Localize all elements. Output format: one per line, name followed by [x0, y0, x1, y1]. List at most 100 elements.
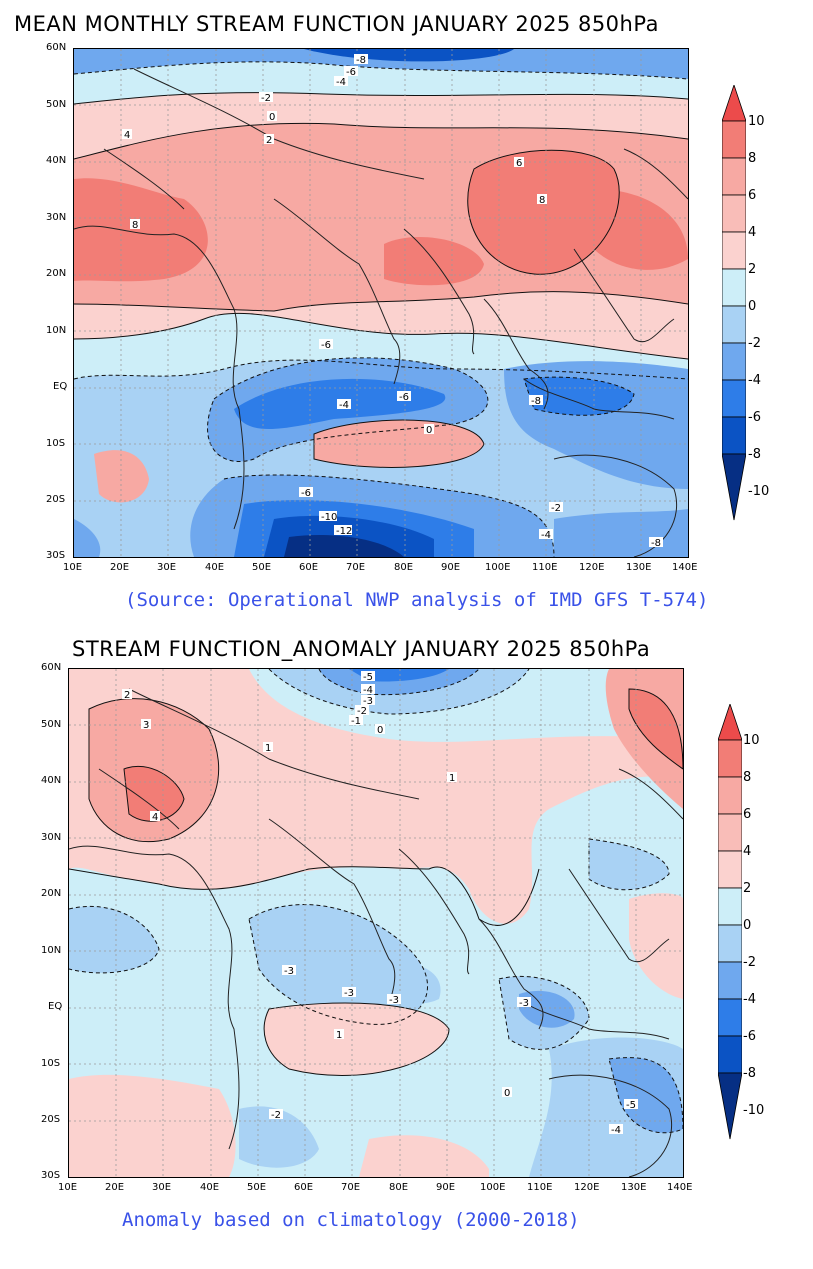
lon-label: 20E: [110, 562, 130, 573]
lat-label: EQ: [53, 381, 68, 392]
colorbar-tick: 2: [748, 262, 757, 277]
lat-label: 20S: [41, 1114, 61, 1125]
lon-label: 100E: [480, 1182, 506, 1193]
panel1-map-svg: -8 -6 -4 -2 0 2 4 6 8 8 -6 -6 -4 -8 0 -6…: [74, 49, 688, 557]
colorbar-tick: -4: [748, 373, 761, 388]
contour-label: -2: [269, 1109, 283, 1121]
svg-text:-4: -4: [363, 685, 373, 696]
panel1-caption: (Source: Operational NWP analysis of IMD…: [125, 589, 709, 611]
contour-label: -5: [624, 1099, 638, 1111]
panel1-map-frame: -8 -6 -4 -2 0 2 4 6 8 8 -6 -6 -4 -8 0 -6…: [73, 48, 689, 558]
svg-text:-8: -8: [531, 396, 541, 407]
colorbar-tick: 0: [748, 299, 757, 314]
lon-label: 90E: [436, 1182, 456, 1193]
contour-label: 0: [267, 111, 277, 123]
lon-label: 90E: [441, 562, 461, 573]
svg-text:1: 1: [265, 743, 271, 754]
svg-text:-6: -6: [301, 488, 311, 499]
lon-label: 110E: [532, 562, 558, 573]
lon-label: 30E: [152, 1182, 172, 1193]
svg-text:0: 0: [426, 425, 432, 436]
lon-label: 120E: [574, 1182, 600, 1193]
lat-label: 30N: [41, 832, 62, 843]
colorbar-tick: 0: [743, 918, 752, 933]
contour-label: 1: [447, 772, 457, 784]
colorbar-tick: -8: [743, 1066, 756, 1081]
svg-text:0: 0: [504, 1088, 510, 1099]
lon-label: 80E: [389, 1182, 409, 1193]
contour-label: -4: [337, 399, 351, 411]
lat-label: 40N: [46, 155, 67, 166]
contour-label: -3: [517, 997, 531, 1009]
contour-label: -10: [319, 511, 337, 523]
svg-text:-4: -4: [541, 530, 551, 541]
svg-text:-2: -2: [261, 93, 271, 104]
colorbar-tick: 6: [743, 807, 752, 822]
contour-label: 0: [502, 1087, 512, 1099]
lon-label: 110E: [527, 1182, 553, 1193]
svg-text:0: 0: [377, 725, 383, 736]
lon-label: 50E: [252, 562, 272, 573]
colorbar-tick: -2: [748, 336, 761, 351]
lon-label: 40E: [200, 1182, 220, 1193]
colorbar-tick: -8: [748, 447, 761, 462]
contour-label: -2: [549, 502, 563, 514]
panel2-colorbar: [718, 704, 742, 1140]
svg-text:2: 2: [124, 690, 130, 701]
contour-label: 3: [141, 719, 151, 731]
colorbar-tick: 8: [748, 151, 757, 166]
lat-label: 60N: [46, 42, 67, 53]
svg-text:-8: -8: [651, 538, 661, 549]
svg-text:-2: -2: [357, 706, 367, 717]
svg-text:8: 8: [539, 195, 545, 206]
contour-label: -3: [387, 994, 401, 1006]
panel1-title: MEAN MONTHLY STREAM FUNCTION JANUARY 202…: [14, 12, 659, 36]
lon-label: 130E: [621, 1182, 647, 1193]
contour-label: -6: [319, 339, 333, 351]
contour-label: -4: [539, 529, 553, 541]
contour-label: 4: [150, 811, 160, 823]
lat-label: 30S: [46, 550, 66, 561]
contour-label: -3: [361, 695, 375, 707]
contour-label: -2: [259, 92, 273, 104]
contour-label: 0: [424, 424, 434, 436]
lat-label: 20N: [46, 268, 67, 279]
lon-label: 140E: [667, 1182, 693, 1193]
lon-label: 70E: [341, 1182, 361, 1193]
svg-text:-3: -3: [519, 998, 529, 1009]
contour-label: 2: [122, 689, 132, 701]
svg-text:-3: -3: [344, 988, 354, 999]
svg-text:-3: -3: [284, 966, 294, 977]
colorbar-tick: -10: [743, 1103, 765, 1118]
lon-label: 120E: [579, 562, 605, 573]
lat-label: EQ: [48, 1001, 63, 1012]
contour-label: -4: [609, 1124, 623, 1136]
lon-label: 70E: [346, 562, 366, 573]
svg-text:-4: -4: [339, 400, 349, 411]
svg-text:-6: -6: [399, 392, 409, 403]
lat-label: 10N: [41, 945, 62, 956]
contour-label: -5: [361, 671, 375, 683]
contour-label: -12: [334, 525, 352, 537]
svg-text:4: 4: [124, 130, 130, 141]
contour-label: -8: [354, 54, 368, 66]
lat-label: 50N: [46, 99, 67, 110]
contour-label: -1: [349, 715, 363, 727]
colorbar-tick: 2: [743, 881, 752, 896]
panel1-colorbar: [722, 85, 746, 521]
panel2-caption: Anomaly based on climatology (2000-2018): [122, 1209, 580, 1231]
svg-text:-4: -4: [336, 77, 346, 88]
panel2-map-svg: -5 -4 -3 -2 -1 0 1 2 3 4 1 -3 -3 -3 1 -3…: [69, 669, 683, 1177]
svg-text:6: 6: [516, 158, 522, 169]
lon-label: 140E: [672, 562, 698, 573]
panel2-title: STREAM FUNCTION_ANOMALY JANUARY 2025 850…: [72, 637, 651, 661]
colorbar-tick: 8: [743, 770, 752, 785]
svg-text:-4: -4: [611, 1125, 621, 1136]
svg-text:-1: -1: [351, 716, 361, 727]
colorbar-tick: -6: [743, 1029, 756, 1044]
svg-text:-6: -6: [346, 67, 356, 78]
contour-label: -6: [344, 66, 358, 78]
svg-text:-5: -5: [626, 1100, 636, 1111]
colorbar-tick: 10: [748, 114, 765, 129]
contour-label: -3: [342, 987, 356, 999]
